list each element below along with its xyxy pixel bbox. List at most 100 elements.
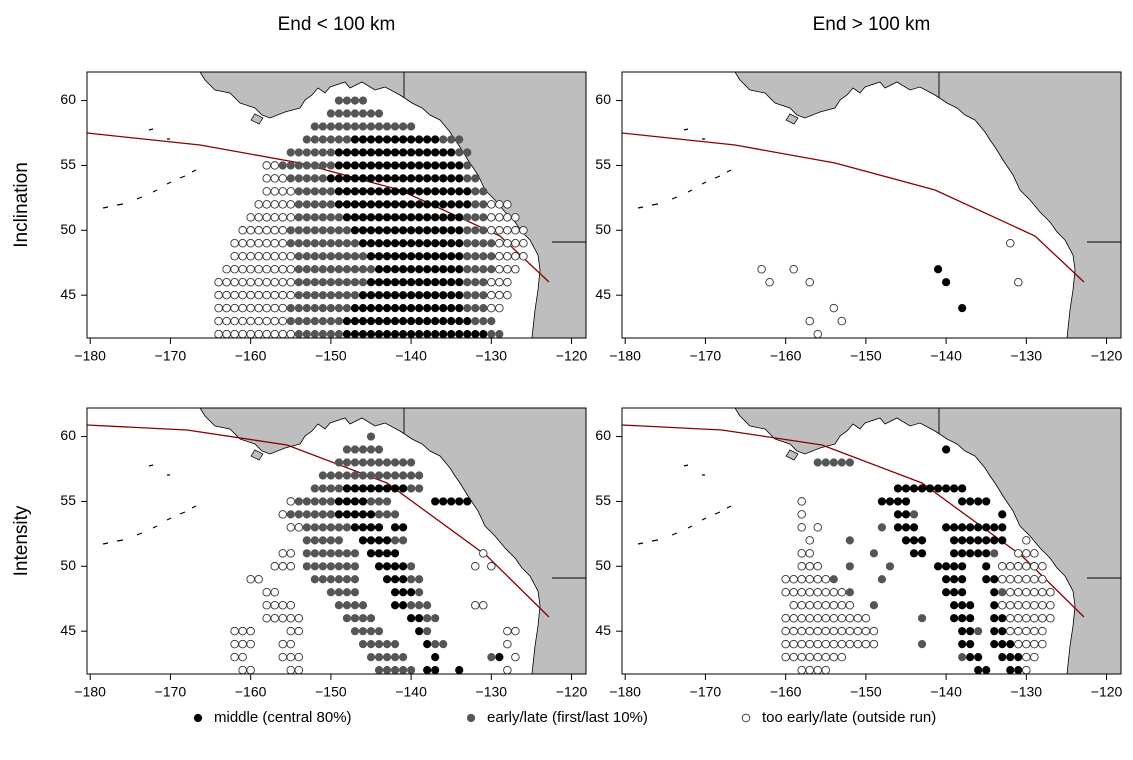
point xyxy=(358,148,368,157)
point xyxy=(439,291,448,300)
y-tick-label: 60 xyxy=(60,427,76,443)
point xyxy=(262,316,271,326)
point xyxy=(869,601,879,610)
point xyxy=(797,652,806,662)
point xyxy=(286,562,296,571)
point xyxy=(917,549,927,558)
point xyxy=(925,484,935,493)
point xyxy=(366,174,376,183)
point xyxy=(471,187,480,196)
point xyxy=(230,639,239,649)
point xyxy=(423,330,432,339)
point xyxy=(853,613,863,623)
point xyxy=(813,588,822,597)
point xyxy=(342,614,352,623)
point xyxy=(222,264,231,274)
point xyxy=(990,549,999,558)
point xyxy=(326,187,335,196)
column-title: End < 100 km xyxy=(278,14,396,35)
map-panel xyxy=(622,72,1121,338)
point xyxy=(511,652,520,662)
point xyxy=(519,252,528,261)
point xyxy=(382,187,392,196)
y-tick-label: 55 xyxy=(60,492,76,508)
point xyxy=(511,213,520,222)
point xyxy=(423,601,432,610)
point xyxy=(326,549,335,558)
point xyxy=(503,252,512,261)
point xyxy=(238,226,247,235)
point xyxy=(350,213,360,222)
point xyxy=(254,290,263,300)
point xyxy=(374,239,384,248)
point xyxy=(455,135,464,144)
point xyxy=(407,174,416,183)
point xyxy=(901,497,911,506)
y-tick-label: 60 xyxy=(60,91,76,107)
point xyxy=(998,640,1007,649)
point xyxy=(1014,562,1023,571)
point xyxy=(415,291,424,300)
point xyxy=(471,239,480,248)
point xyxy=(479,600,488,610)
point xyxy=(246,639,255,649)
point xyxy=(382,174,392,183)
point xyxy=(1046,588,1055,597)
point xyxy=(1022,600,1031,610)
point xyxy=(415,187,424,196)
point xyxy=(294,510,303,519)
point xyxy=(503,639,512,649)
point xyxy=(390,575,400,584)
point xyxy=(302,148,311,157)
point xyxy=(366,523,376,532)
point xyxy=(350,445,360,454)
point xyxy=(334,471,344,480)
point xyxy=(326,330,335,339)
point xyxy=(407,278,416,287)
point xyxy=(254,264,263,274)
point xyxy=(998,627,1007,636)
point xyxy=(318,200,327,209)
point xyxy=(966,523,975,532)
point xyxy=(398,588,408,597)
point xyxy=(350,549,360,558)
point xyxy=(278,316,287,326)
point xyxy=(1006,575,1015,584)
point xyxy=(487,562,496,571)
point xyxy=(334,213,344,222)
point xyxy=(805,575,814,584)
point xyxy=(982,497,991,506)
point xyxy=(270,239,279,248)
point xyxy=(415,627,424,636)
point xyxy=(382,666,392,675)
point xyxy=(495,264,504,274)
point xyxy=(334,148,344,157)
point xyxy=(342,239,352,248)
point xyxy=(334,187,344,196)
point xyxy=(230,316,239,326)
point xyxy=(390,458,400,467)
point xyxy=(1046,613,1055,623)
point xyxy=(407,471,416,480)
point xyxy=(374,627,384,636)
point xyxy=(837,588,847,597)
point xyxy=(270,277,279,287)
point xyxy=(797,639,806,649)
point xyxy=(238,277,247,287)
point xyxy=(398,653,408,662)
point xyxy=(909,523,919,532)
point xyxy=(398,575,408,584)
point xyxy=(797,613,806,623)
point xyxy=(431,278,440,287)
point xyxy=(487,277,496,287)
point xyxy=(390,200,400,209)
point xyxy=(262,213,271,222)
point xyxy=(455,666,464,675)
point xyxy=(407,239,416,248)
point xyxy=(246,239,255,248)
point xyxy=(302,200,311,209)
x-tick-label: −150 xyxy=(850,684,882,700)
point xyxy=(302,330,311,339)
point xyxy=(310,523,319,532)
point xyxy=(342,109,352,118)
